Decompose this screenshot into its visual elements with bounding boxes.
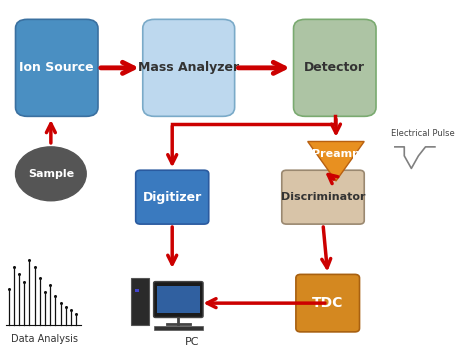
- Text: TDC: TDC: [312, 296, 343, 310]
- FancyBboxPatch shape: [154, 282, 203, 317]
- FancyBboxPatch shape: [135, 290, 139, 292]
- FancyBboxPatch shape: [143, 19, 235, 116]
- Text: Electrical Pulse: Electrical Pulse: [391, 129, 455, 138]
- FancyBboxPatch shape: [296, 274, 359, 332]
- Text: Preamp: Preamp: [312, 149, 360, 159]
- FancyBboxPatch shape: [154, 326, 203, 330]
- FancyBboxPatch shape: [16, 19, 98, 116]
- Text: Ion Source: Ion Source: [19, 61, 94, 74]
- Text: Data Analysis: Data Analysis: [11, 334, 79, 344]
- FancyBboxPatch shape: [136, 170, 209, 224]
- Text: Digitizer: Digitizer: [143, 191, 202, 204]
- Text: Detector: Detector: [304, 61, 365, 74]
- FancyBboxPatch shape: [131, 278, 149, 325]
- Text: Discriminator: Discriminator: [281, 192, 365, 202]
- Text: Mass Analyzer: Mass Analyzer: [138, 61, 239, 74]
- Circle shape: [16, 147, 86, 201]
- FancyBboxPatch shape: [293, 19, 376, 116]
- Text: PC: PC: [185, 337, 200, 347]
- FancyBboxPatch shape: [157, 286, 200, 313]
- Polygon shape: [308, 142, 364, 181]
- Text: Sample: Sample: [28, 169, 74, 179]
- FancyBboxPatch shape: [282, 170, 364, 224]
